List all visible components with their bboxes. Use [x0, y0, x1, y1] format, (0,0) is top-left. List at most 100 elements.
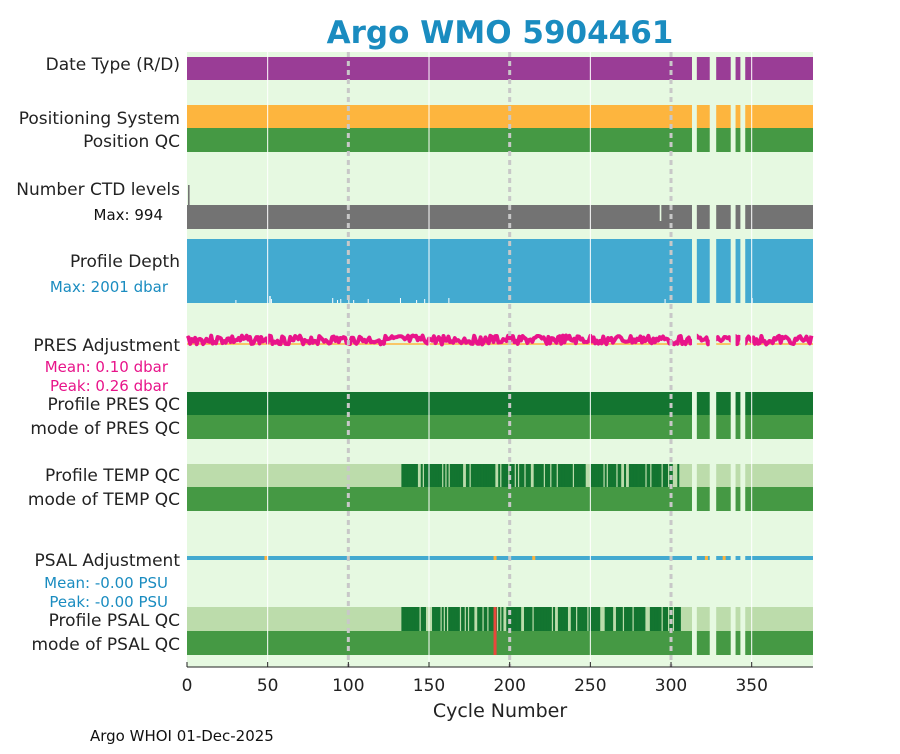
- qc-flag-mark: [596, 464, 599, 487]
- qc-flag-mark: [475, 464, 478, 487]
- qc-flag-mark: [407, 464, 410, 487]
- qc-flag-mark: [432, 464, 435, 487]
- x-tick-label: 150: [413, 676, 445, 696]
- qc-flag-mark: [528, 464, 531, 487]
- label-positioning-system: Positioning System: [19, 109, 180, 129]
- qc-flag-mark: [648, 464, 651, 487]
- qc-flag-mark: [594, 464, 598, 487]
- band-n-levels: [187, 205, 813, 229]
- qc-flag-mark: [478, 464, 481, 487]
- qc-flag-mark: [611, 464, 614, 487]
- qc-flag-mark: [483, 464, 486, 487]
- psal-adjustment-break: [532, 556, 536, 560]
- qc-flag-mark: [598, 607, 601, 631]
- qc-flag-mark: [607, 464, 610, 487]
- qc-flag-mark: [664, 607, 667, 631]
- depth-spike: [340, 299, 342, 303]
- missing-cycle-gaps: [691, 57, 746, 655]
- band-mode-pres-qc: [187, 415, 813, 439]
- qc-flag-mark: [423, 464, 426, 487]
- qc-flag-mark: [511, 464, 514, 487]
- qc-flag-mark: [473, 464, 476, 487]
- qc-flag-mark: [627, 607, 630, 631]
- qc-flag-mark: [504, 464, 507, 487]
- qc-flag-mark: [511, 607, 514, 631]
- qc-flag-mark: [435, 464, 438, 487]
- qc-flag-mark: [488, 607, 491, 631]
- qc-flag-mark: [470, 464, 473, 487]
- gap-mark: [691, 105, 697, 128]
- qc-flag-mark: [641, 607, 644, 631]
- qc-flag-mark: [656, 464, 659, 487]
- gap-mark: [730, 392, 736, 415]
- qc-flag-mark: [420, 464, 423, 487]
- qc-flag-mark: [457, 607, 460, 631]
- qc-flag-mark: [404, 464, 407, 487]
- qc-flag-mark: [491, 607, 494, 631]
- qc-flag-mark: [488, 464, 491, 487]
- qc-flag-mark: [402, 607, 406, 631]
- qc-flag-mark: [401, 607, 404, 631]
- gap-mark: [740, 105, 746, 128]
- qc-flag-mark: [409, 464, 412, 487]
- label-max-profile-depth: Max: 2001 dbar: [50, 278, 169, 296]
- qc-flag-mark: [665, 464, 668, 487]
- qc-flag-mark: [456, 464, 459, 487]
- qc-flag-mark: [554, 464, 557, 487]
- qc-flag-mark: [662, 607, 665, 631]
- label-mode-pres-qc: mode of PRES QC: [30, 419, 180, 439]
- qc-flag-mark: [406, 607, 409, 631]
- qc-flag-mark: [491, 464, 494, 487]
- label-profile-psal-qc: Profile PSAL QC: [49, 611, 180, 631]
- qc-flag-mark: [427, 464, 430, 487]
- gap-mark: [730, 607, 736, 631]
- qc-flag-mark: [444, 607, 447, 631]
- depth-spike: [424, 299, 426, 303]
- qc-flag-mark: [417, 607, 420, 631]
- gap-mark: [730, 415, 736, 439]
- qc-flag-mark: [640, 607, 643, 631]
- qc-flag-mark: [480, 607, 483, 631]
- qc-flag-mark: [461, 607, 464, 631]
- depth-spike: [367, 299, 369, 303]
- qc-flag-mark: [541, 464, 544, 487]
- qc-flag-mark: [461, 464, 464, 487]
- x-tick-label: 100: [332, 676, 364, 696]
- qc-flag-mark: [407, 607, 410, 631]
- gap-mark: [740, 464, 746, 487]
- gap-mark: [709, 333, 717, 347]
- gap-mark: [709, 57, 717, 80]
- qc-flag-mark: [490, 464, 493, 487]
- qc-flag-mark: [530, 607, 533, 631]
- qc-flag-mark: [433, 464, 436, 487]
- qc-flag-mark: [490, 607, 493, 631]
- qc-flag-mark: [638, 607, 641, 631]
- qc-flag-mark: [612, 464, 615, 487]
- qc-flag-mark: [548, 464, 551, 487]
- gap-mark: [691, 392, 697, 415]
- qc-flag-mark: [486, 464, 489, 487]
- qc-flag-mark: [441, 607, 444, 631]
- qc-flag-mark: [423, 607, 426, 631]
- band-mode-temp-qc: [187, 487, 813, 511]
- qc-flag-mark: [506, 607, 509, 631]
- qc-flag-mark: [527, 607, 530, 631]
- qc-flag-mark: [402, 464, 406, 487]
- gap-mark: [709, 415, 717, 439]
- gap-mark: [709, 555, 717, 561]
- qc-flag-mark: [562, 607, 565, 631]
- qc-flag-mark: [411, 607, 414, 631]
- qc-flag-mark: [675, 607, 678, 631]
- qc-flag-mark: [646, 464, 649, 487]
- qc-flag-mark: [404, 607, 407, 631]
- qc-flag-mark: [469, 607, 472, 631]
- qc-flag-mark: [677, 464, 680, 487]
- qc-flag-mark: [575, 464, 578, 487]
- qc-flag-mark: [572, 607, 575, 631]
- depth-spike: [353, 300, 355, 303]
- qc-flag-mark: [643, 464, 646, 487]
- x-tick-label: 250: [574, 676, 606, 696]
- qc-flag-mark: [535, 464, 538, 487]
- qc-flag-mark: [609, 464, 612, 487]
- qc-flag-mark: [515, 464, 518, 487]
